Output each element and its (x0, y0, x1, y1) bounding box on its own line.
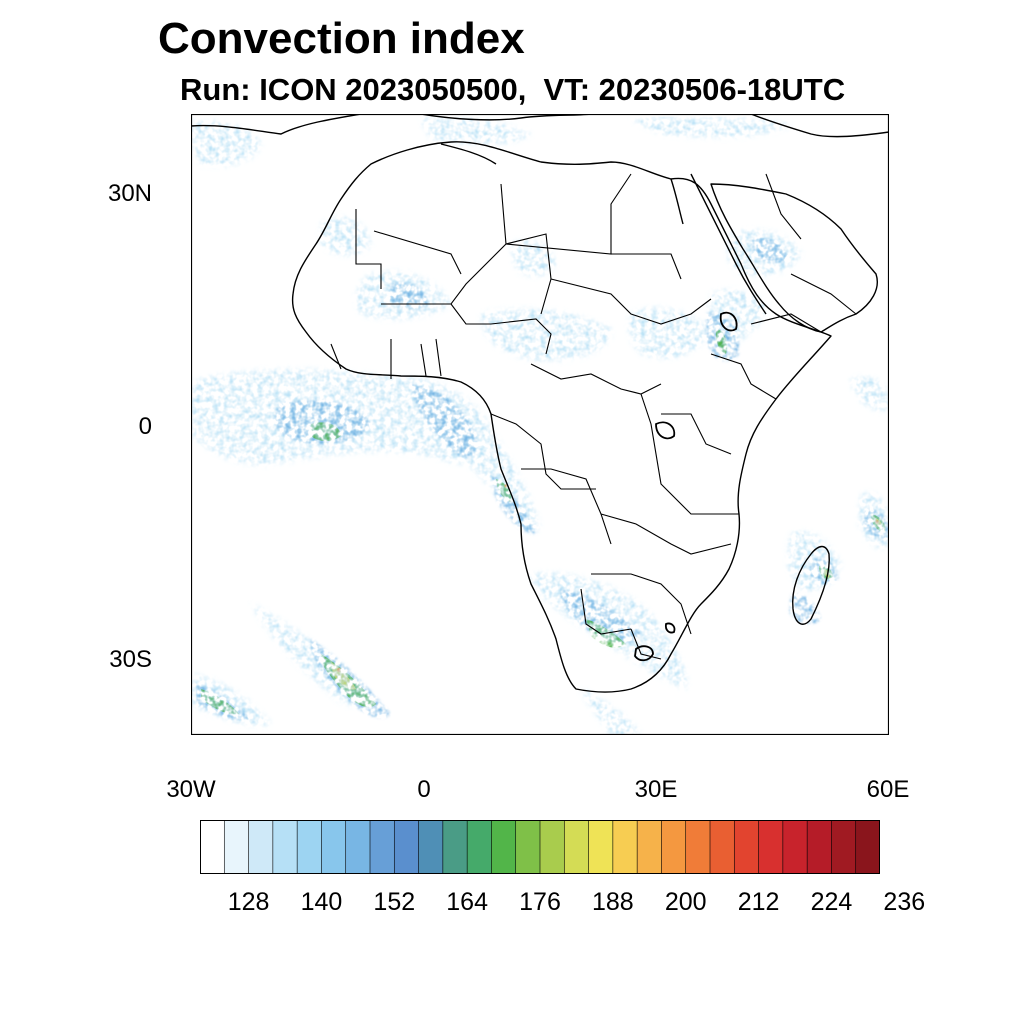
colorbar-swatch (200, 820, 225, 874)
colorbar-swatch (418, 820, 444, 874)
country-borders (330, 173, 857, 660)
colorbar-swatch (369, 820, 395, 874)
colorbar-swatch (636, 820, 663, 874)
colorbar-tick-label: 188 (591, 888, 634, 916)
colorbar-swatch (733, 820, 760, 874)
colorbar-tick-label: 200 (664, 888, 707, 916)
lon-label-30w: 30W (166, 776, 216, 803)
lon-label-60e: 60E (866, 776, 910, 803)
chart-title: Convection index (158, 14, 525, 63)
colorbar-swatch (806, 820, 833, 874)
colorbar-swatch (588, 820, 614, 874)
colorbar-swatch (855, 820, 880, 874)
colorbar-tick-label: 128 (227, 888, 270, 916)
colorbar-swatch (709, 820, 735, 874)
colorbar-swatch (393, 820, 420, 874)
colorbar-swatch (248, 820, 274, 874)
colorbar-tick-label: 212 (737, 888, 780, 916)
colorbar-swatch (491, 820, 517, 874)
colorbar-swatch (272, 820, 298, 874)
colorbar-swatch (539, 820, 565, 874)
colorbar-swatch (442, 820, 468, 874)
colorbar-swatch (466, 820, 493, 874)
colorbar-swatch (782, 820, 808, 874)
colorbar-swatch (515, 820, 541, 874)
colorbar (200, 820, 880, 874)
colorbar-swatch (612, 820, 638, 874)
colorbar-swatch (296, 820, 323, 874)
colorbar-swatch (345, 820, 371, 874)
colorbar-tick-label: 140 (300, 888, 343, 916)
chart-subtitle: Run: ICON 2023050500, VT: 20230506-18UTC (180, 72, 846, 107)
lon-label-0: 0 (417, 776, 431, 803)
map-panel (191, 114, 889, 735)
colorbar-swatch (661, 820, 687, 874)
colorbar-swatch (831, 820, 857, 874)
colorbar-tick-label: 152 (373, 888, 416, 916)
colorbar-swatch (758, 820, 784, 874)
lat-label-30s: 30S (109, 646, 152, 673)
convection-field (191, 114, 889, 735)
colorbar-swatch (563, 820, 590, 874)
map-border (191, 114, 889, 735)
colorbar-swatch (321, 820, 347, 874)
lat-label-30n: 30N (107, 180, 152, 207)
colorbar-tick-label: 236 (883, 888, 926, 916)
colorbar-tick-label: 224 (810, 888, 853, 916)
colorbar-tick-label: 164 (446, 888, 488, 916)
colorbar-tick-label: 176 (519, 888, 561, 916)
lon-label-30e: 30E (634, 776, 678, 803)
lat-label-0: 0 (138, 413, 152, 440)
colorbar-swatch (685, 820, 711, 874)
colorbar-swatch (223, 820, 250, 874)
